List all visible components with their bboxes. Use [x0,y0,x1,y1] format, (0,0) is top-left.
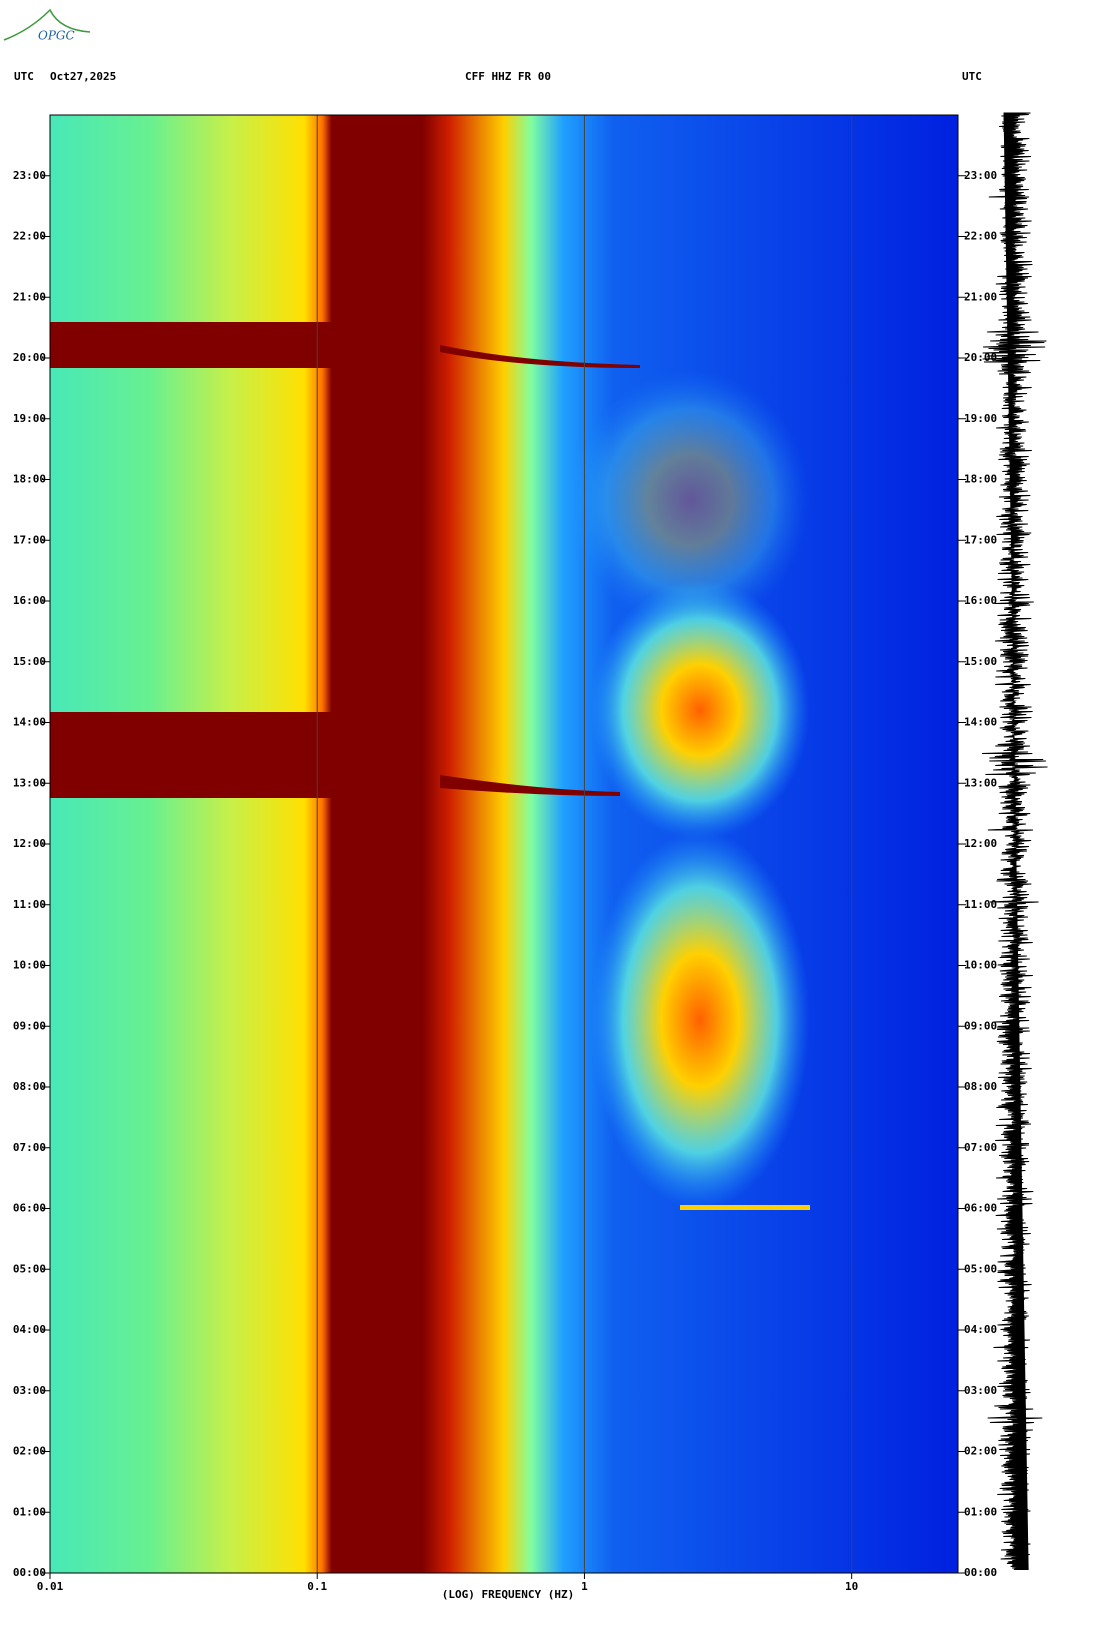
y-tick-label-right: 09:00 [964,1019,997,1032]
y-tick-label-left: 00:00 [13,1566,46,1579]
logo: OPGC [3,8,91,43]
x-tick-label: 0.1 [307,1580,327,1593]
seismogram-trace [982,112,1048,1570]
y-tick-label-right: 00:00 [964,1566,997,1579]
y-tick-label-right: 14:00 [964,716,997,729]
y-tick-label-right: 18:00 [964,473,997,486]
y-tick-label-right: 22:00 [964,230,997,243]
y-tick-label-left: 02:00 [13,1445,46,1458]
y-tick-label-right: 06:00 [964,1202,997,1215]
x-axis-label: (LOG) FREQUENCY (HZ) [442,1588,574,1601]
x-tick-label: 0.01 [37,1580,64,1593]
spectrogram-image [50,115,958,1573]
y-tick-label-left: 12:00 [13,837,46,850]
chart-title: CFF HHZ FR 00 [465,70,551,83]
y-tick-label-left: 09:00 [13,1019,46,1032]
y-tick-label-right: 13:00 [964,776,997,789]
y-tick-label-left: 17:00 [13,533,46,546]
y-tick-label-right: 03:00 [964,1384,997,1397]
header-right: UTC [962,70,982,83]
y-tick-label-left: 04:00 [13,1323,46,1336]
y-tick-label-right: 07:00 [964,1141,997,1154]
y-tick-label-left: 20:00 [13,351,46,364]
x-tick-label: 1 [581,1580,588,1593]
date: Oct27,2025 [50,70,116,83]
y-tick-label-left: 21:00 [13,290,46,303]
y-tick-label-right: 04:00 [964,1323,997,1336]
y-tick-label-right: 05:00 [964,1262,997,1275]
header-left: UTC [14,70,34,83]
y-tick-label-left: 10:00 [13,959,46,972]
y-tick-label-right: 02:00 [964,1445,997,1458]
y-tick-label-left: 19:00 [13,412,46,425]
y-tick-label-left: 13:00 [13,776,46,789]
y-tick-label-right: 16:00 [964,594,997,607]
y-tick-label-right: 10:00 [964,959,997,972]
y-tick-label-right: 15:00 [964,655,997,668]
y-tick-label-right: 01:00 [964,1505,997,1518]
y-tick-label-left: 23:00 [13,169,46,182]
y-tick-label-left: 01:00 [13,1505,46,1518]
y-tick-label-left: 11:00 [13,898,46,911]
y-tick-label-right: 19:00 [964,412,997,425]
y-tick-label-left: 05:00 [13,1262,46,1275]
y-tick-label-left: 16:00 [13,594,46,607]
plot-frame [49,114,959,1574]
x-tick-label: 10 [845,1580,858,1593]
logo-text: OPGC [38,29,75,43]
y-tick-label-left: 22:00 [13,230,46,243]
y-tick-label-left: 06:00 [13,1202,46,1215]
y-tick-label-left: 15:00 [13,655,46,668]
y-tick-label-left: 07:00 [13,1141,46,1154]
y-tick-label-right: 08:00 [964,1080,997,1093]
y-tick-label-left: 14:00 [13,716,46,729]
y-tick-label-right: 23:00 [964,169,997,182]
y-tick-label-right: 17:00 [964,533,997,546]
y-tick-label-right: 11:00 [964,898,997,911]
y-tick-label-left: 18:00 [13,473,46,486]
y-tick-label-left: 03:00 [13,1384,46,1397]
y-tick-label-right: 21:00 [964,290,997,303]
y-tick-label-right: 12:00 [964,837,997,850]
y-tick-label-right: 20:00 [964,351,997,364]
y-tick-label-left: 08:00 [13,1080,46,1093]
